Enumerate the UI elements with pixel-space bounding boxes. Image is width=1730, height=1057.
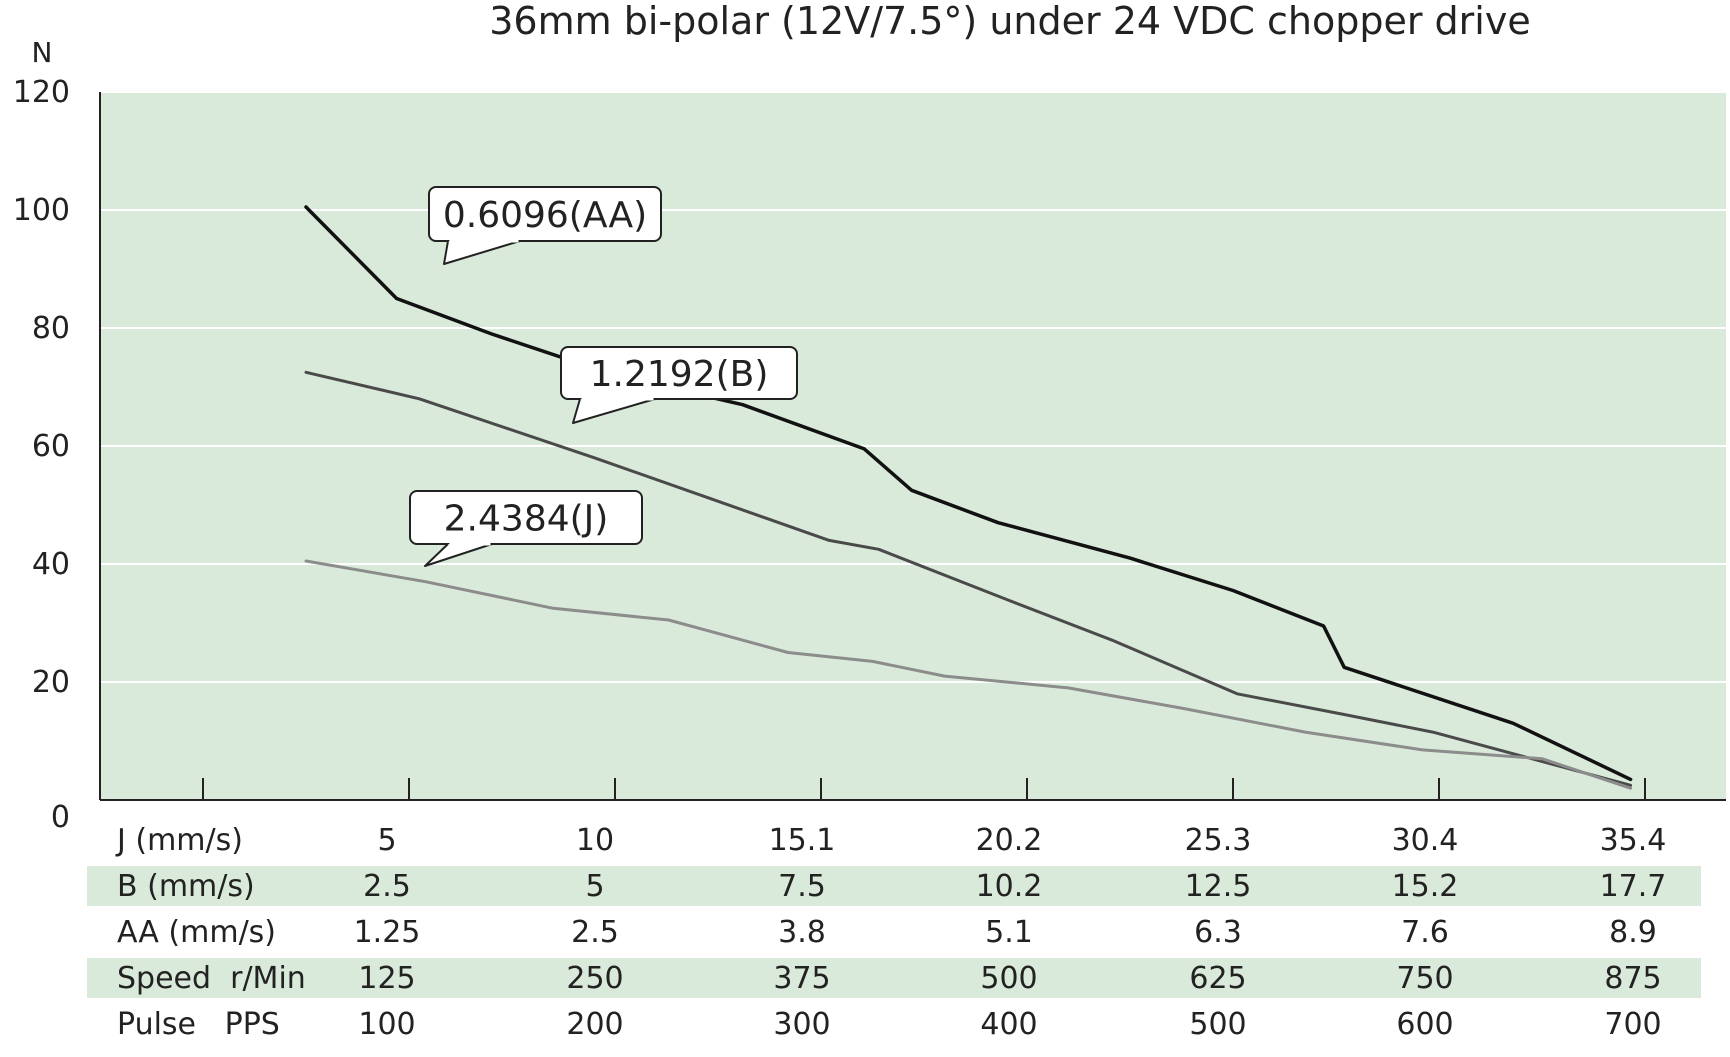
table-row: AA (mm/s) 1.25 2.5 3.8 5.1 6.3 7.6 8.9 [117, 915, 1657, 950]
table-cell: 3.8 [778, 915, 826, 950]
table-cell: 600 [1396, 1007, 1453, 1042]
table-row-label: B (mm/s) [117, 869, 255, 904]
table-row-label: AA (mm/s) [117, 915, 276, 950]
table-cell: 17.7 [1600, 869, 1667, 904]
callout-1: 0.6096(AA) [428, 186, 662, 265]
table-cell: 15.1 [769, 823, 836, 858]
y-axis-label: N [32, 36, 53, 69]
callout-box [409, 490, 643, 545]
table-cell: 7.6 [1401, 915, 1449, 950]
table-row: B (mm/s) 2.5 5 7.5 10.2 12.5 15.2 17.7 [117, 869, 1666, 904]
table-cell: 2.5 [363, 869, 411, 904]
callout-pointer [572, 398, 656, 424]
callout-pointer [424, 543, 493, 567]
series-label-2: 1.2192(B) [590, 354, 769, 395]
table-cell: 300 [773, 1007, 830, 1042]
table-cell: 15.2 [1392, 869, 1459, 904]
table-cell: 625 [1189, 961, 1246, 996]
callout-box [428, 186, 662, 242]
y-tick-label-60: 60 [32, 429, 70, 464]
table-cell: 8.9 [1609, 915, 1657, 950]
table-row-backgrounds [87, 866, 1701, 998]
chart-title: 36mm bi-polar (12V/7.5°) under 24 VDC ch… [489, 0, 1530, 43]
table-cell: 7.5 [778, 869, 826, 904]
callout-2: 1.2192(B) [560, 346, 798, 424]
y-tick-label-20: 20 [32, 665, 70, 700]
series-line-3 [304, 559, 1633, 790]
table-row: Speed r/Min 125 250 375 500 625 750 875 [117, 961, 1662, 996]
table-cell: 100 [358, 1007, 415, 1042]
y-tick-label-100: 100 [13, 193, 70, 228]
table-row: J (mm/s) 5 10 15.1 20.2 25.3 30.4 35.4 [115, 823, 1666, 858]
table-row-label: Speed r/Min [117, 961, 306, 996]
table-cell: 5 [377, 823, 396, 858]
table-cell: 5 [585, 869, 604, 904]
table-cell: 500 [1189, 1007, 1246, 1042]
speed-table: J (mm/s) 5 10 15.1 20.2 25.3 30.4 35.4 B (mm/s) 2… [115, 823, 1666, 1042]
y-tick-label-0: 0 [51, 800, 70, 835]
table-cell: 20.2 [976, 823, 1043, 858]
table-row-label: J (mm/s) [115, 823, 243, 858]
series-lines [304, 205, 1633, 790]
table-cell: 30.4 [1392, 823, 1459, 858]
table-row: Pulse PPS 100 200 300 400 500 600 700 [117, 1007, 1662, 1042]
series-label-3: 2.4384(J) [444, 499, 609, 540]
y-tick-label-40: 40 [32, 547, 70, 582]
table-cell: 2.5 [571, 915, 619, 950]
table-cell: 5.1 [985, 915, 1033, 950]
series-line-2 [304, 370, 1633, 787]
series-line-1 [304, 205, 1633, 782]
axes [99, 92, 1726, 801]
table-cell: 1.25 [354, 915, 421, 950]
callout-pointer [443, 240, 521, 265]
table-row-shade [87, 958, 1701, 998]
callout-3: 2.4384(J) [409, 490, 643, 567]
table-cell: 250 [566, 961, 623, 996]
table-cell: 10.2 [976, 869, 1043, 904]
table-cell: 700 [1604, 1007, 1661, 1042]
table-cell: 400 [980, 1007, 1037, 1042]
table-cell: 35.4 [1600, 823, 1667, 858]
table-cell: 500 [980, 961, 1037, 996]
y-tick-label-120: 120 [13, 75, 70, 110]
series-callouts: 0.6096(AA) 1.2192(B) 2.4384(J) [409, 186, 798, 567]
table-cell: 200 [566, 1007, 623, 1042]
table-cell: 25.3 [1185, 823, 1252, 858]
table-cell: 12.5 [1185, 869, 1252, 904]
y-tick-label-80: 80 [32, 311, 70, 346]
table-row-shade [87, 866, 1701, 906]
table-cell: 875 [1604, 961, 1661, 996]
table-cell: 125 [358, 961, 415, 996]
series-label-1: 0.6096(AA) [443, 195, 647, 236]
y-axis-tick-labels: 0 20 40 60 80 100 120 [13, 75, 70, 835]
table-cell: 750 [1396, 961, 1453, 996]
table-cell: 6.3 [1194, 915, 1242, 950]
callout-box [560, 346, 798, 400]
x-axis-ticks [202, 778, 1646, 800]
table-cell: 10 [576, 823, 614, 858]
table-row-label: Pulse PPS [117, 1007, 280, 1042]
table-cell: 375 [773, 961, 830, 996]
